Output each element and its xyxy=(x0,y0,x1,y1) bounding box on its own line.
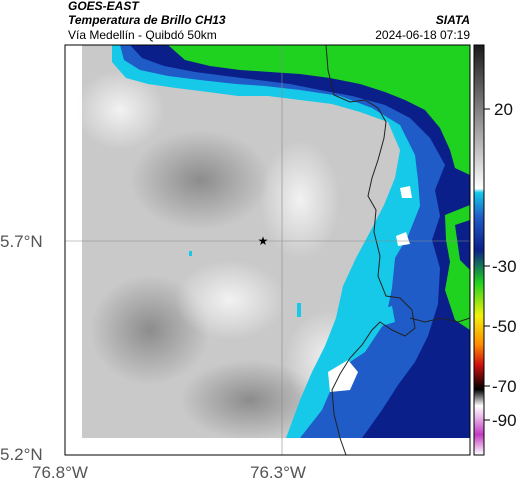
colorbar-tick-label: -50 xyxy=(492,317,517,336)
colorbar-tick-label: -90 xyxy=(492,411,517,430)
agency-label: SIATA xyxy=(435,13,470,27)
lat-tick-label: 5.7°N xyxy=(0,232,43,251)
location-star-marker: ★ xyxy=(258,234,269,248)
lon-tick-label: 76.3°W xyxy=(250,463,306,482)
coastline xyxy=(325,45,416,455)
lat-tick-label: 5.2°N xyxy=(0,445,43,464)
colorbar-tick-label: -70 xyxy=(492,377,517,396)
colorbar xyxy=(473,44,490,456)
border-line xyxy=(409,317,470,323)
product-title: Temperatura de Brillo CH13 xyxy=(68,13,226,27)
green-cloud-region xyxy=(168,45,470,175)
colorbar-tick-label: 20 xyxy=(494,100,513,119)
timestamp: 2024-06-18 07:19 xyxy=(375,28,470,42)
colorbar-tick-label: -30 xyxy=(492,257,517,276)
satellite-name: GOES-EAST xyxy=(68,0,139,13)
lon-tick-label: 76.8°W xyxy=(32,463,88,482)
route-subtitle: Vía Medellín - Quibdó 50km xyxy=(68,28,217,42)
satellite-field xyxy=(65,45,470,455)
blue-cloud-band xyxy=(120,45,470,438)
